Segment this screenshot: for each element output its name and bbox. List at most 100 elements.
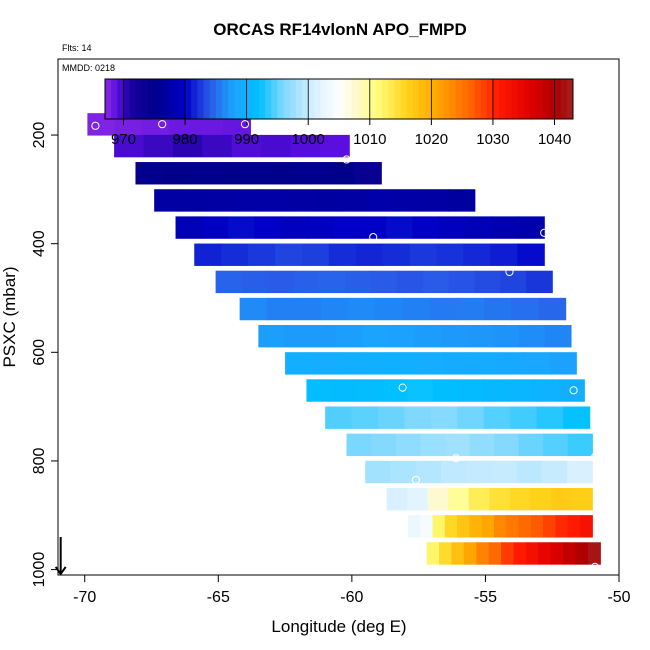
heat-cell — [325, 406, 353, 429]
heat-cell — [306, 379, 333, 402]
heat-cell — [448, 189, 476, 212]
heat-cell — [429, 297, 458, 321]
heat-cell — [228, 216, 256, 239]
heat-cell — [440, 460, 467, 484]
colorbar-swatch — [228, 79, 235, 119]
heat-cell — [239, 297, 268, 321]
heat-cell — [525, 542, 539, 565]
heat-cell — [267, 270, 294, 294]
heat-cell — [248, 243, 276, 266]
heat-cell — [414, 325, 442, 348]
colorbar-swatch — [141, 79, 149, 119]
heat-cell — [439, 542, 453, 565]
y-tick-label: 800 — [31, 447, 48, 474]
x-axis-label: Longitude (deg E) — [271, 617, 406, 636]
heat-cell — [567, 433, 593, 457]
heat-cell — [468, 487, 491, 511]
heat-cell — [194, 243, 222, 266]
colorbar-swatch — [111, 79, 118, 119]
colorbar-swatch — [332, 79, 340, 119]
colorbar-swatch — [148, 79, 155, 119]
heat-cell — [444, 433, 470, 457]
heat-cell — [284, 325, 312, 348]
colorbar-swatch — [191, 79, 198, 119]
heat-cell — [444, 515, 458, 538]
colorbar-swatch — [154, 79, 161, 119]
x-tick-label: -55 — [474, 589, 497, 606]
heat-cell — [463, 542, 477, 565]
colorbar-swatch — [160, 79, 168, 119]
heat-cell — [394, 189, 422, 212]
colorbar-swatch — [246, 79, 254, 119]
heat-cell — [143, 134, 174, 158]
colorbar-swatch — [197, 79, 205, 119]
heat-cell — [311, 352, 339, 375]
data-marker — [590, 453, 600, 462]
heat-cell — [180, 189, 209, 212]
heat-cell — [258, 325, 286, 348]
heat-cell — [506, 515, 520, 538]
colorbar-swatch — [129, 79, 137, 119]
heat-cell — [378, 406, 406, 429]
heat-cell — [430, 406, 458, 429]
heat-cell — [402, 297, 431, 321]
heat-cell — [261, 189, 289, 212]
heat-cell — [427, 487, 449, 511]
heat-cell — [341, 189, 369, 212]
y-tick-label: 200 — [31, 122, 48, 149]
heat-cell — [172, 134, 203, 158]
heat-cell — [275, 243, 303, 266]
colorbar-swatch — [117, 79, 124, 119]
heat-cell — [567, 460, 593, 484]
heat-cell — [382, 243, 411, 266]
heat-cell — [500, 270, 527, 294]
colorbar-frame — [104, 78, 574, 120]
heat-cell — [517, 243, 545, 266]
colorbar-tick-label: 1020 — [415, 131, 448, 148]
heat-cell — [333, 216, 361, 239]
heat-cell — [518, 433, 544, 457]
heat-cell — [217, 162, 246, 185]
arrow-head — [54, 566, 67, 576]
arrow-icon — [54, 536, 67, 576]
heat-cell — [272, 162, 300, 185]
heat-cell — [516, 460, 543, 484]
heat-cell — [488, 542, 502, 565]
colorbar-swatch — [314, 79, 322, 119]
colorbar-swatch — [419, 79, 426, 119]
heat-cell — [390, 352, 419, 375]
heat-cell — [336, 325, 364, 348]
heat-cell — [443, 352, 471, 375]
heat-cell — [536, 406, 564, 429]
heat-cell — [348, 297, 377, 321]
heat-cell — [526, 270, 553, 294]
heat-cell — [254, 216, 282, 239]
heat-cell — [321, 297, 349, 321]
heat-cell — [426, 542, 440, 565]
colorbar-swatch — [178, 79, 186, 119]
data-marker — [342, 155, 351, 164]
colorbar-swatch — [542, 79, 549, 119]
heat-cell — [476, 542, 490, 565]
heat-cell — [587, 542, 601, 565]
heat-cell — [221, 243, 249, 266]
heat-cell — [367, 189, 396, 212]
heat-cell — [538, 542, 552, 565]
y-tick-label: 1000 — [31, 552, 48, 588]
heat-cell — [345, 270, 372, 294]
heat-cell — [501, 542, 515, 565]
heat-cell — [364, 352, 392, 375]
heat-cell — [154, 189, 182, 212]
colorbar-swatch — [258, 79, 266, 119]
heat-cell — [421, 189, 449, 212]
heat-cell — [409, 243, 438, 266]
heat-cell — [307, 216, 335, 239]
heat-cell — [563, 406, 591, 429]
colorbar-swatch — [320, 79, 328, 119]
heat-cell — [469, 515, 483, 538]
y-axis-label: PSXC (mbar) — [0, 266, 19, 367]
heat-cell — [190, 162, 218, 185]
colorbar-swatch — [505, 79, 512, 119]
colorbar-swatch — [222, 79, 229, 119]
